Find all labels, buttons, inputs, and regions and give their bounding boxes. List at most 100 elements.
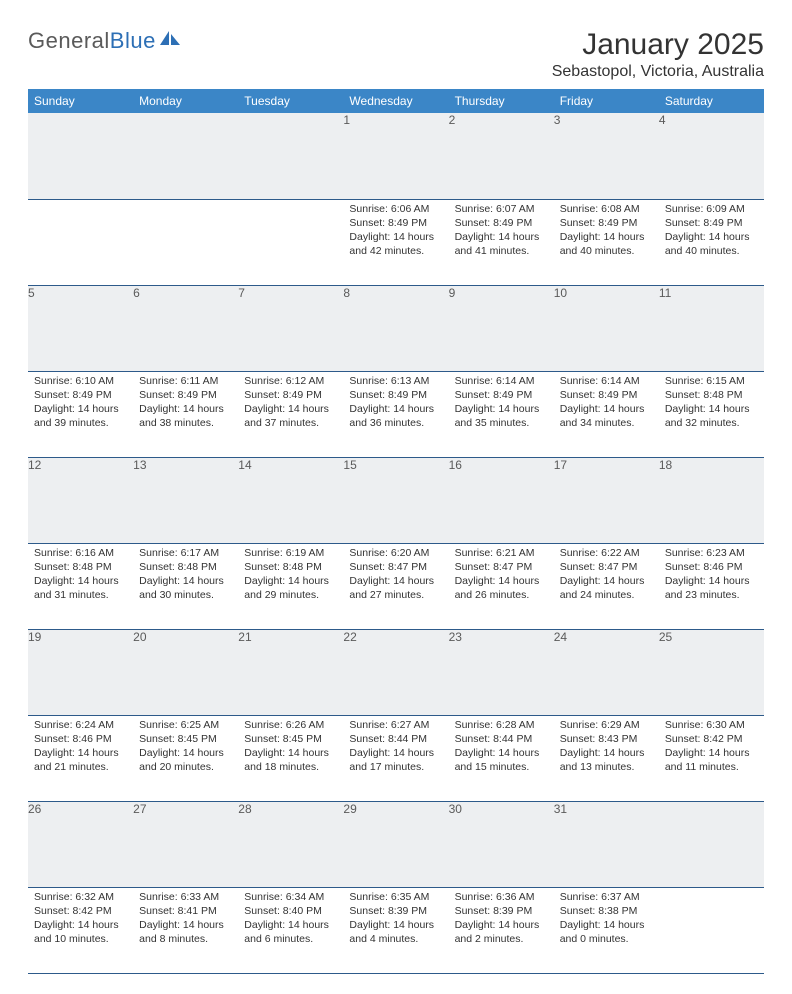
day-details: Sunrise: 6:21 AMSunset: 8:47 PMDaylight:… xyxy=(449,544,554,607)
day-number: 22 xyxy=(343,629,448,715)
day-details: Sunrise: 6:27 AMSunset: 8:44 PMDaylight:… xyxy=(343,716,448,779)
day-cell: Sunrise: 6:12 AMSunset: 8:49 PMDaylight:… xyxy=(238,371,343,457)
day-details: Sunrise: 6:35 AMSunset: 8:39 PMDaylight:… xyxy=(343,888,448,951)
weekday-header: Wednesday xyxy=(343,89,448,113)
day-cell: Sunrise: 6:37 AMSunset: 8:38 PMDaylight:… xyxy=(554,887,659,973)
day-number-row: 12131415161718 xyxy=(28,457,764,543)
week-row: Sunrise: 6:24 AMSunset: 8:46 PMDaylight:… xyxy=(28,715,764,801)
title-block: January 2025 Sebastopol, Victoria, Austr… xyxy=(552,28,764,81)
location-text: Sebastopol, Victoria, Australia xyxy=(552,63,764,81)
day-cell: Sunrise: 6:16 AMSunset: 8:48 PMDaylight:… xyxy=(28,543,133,629)
day-cell: Sunrise: 6:28 AMSunset: 8:44 PMDaylight:… xyxy=(449,715,554,801)
day-number: 26 xyxy=(28,801,133,887)
day-cell: Sunrise: 6:30 AMSunset: 8:42 PMDaylight:… xyxy=(659,715,764,801)
day-details: Sunrise: 6:14 AMSunset: 8:49 PMDaylight:… xyxy=(554,372,659,435)
day-cell: Sunrise: 6:32 AMSunset: 8:42 PMDaylight:… xyxy=(28,887,133,973)
day-number: 15 xyxy=(343,457,448,543)
logo-text-gray: General xyxy=(28,28,110,54)
day-cell: Sunrise: 6:20 AMSunset: 8:47 PMDaylight:… xyxy=(343,543,448,629)
day-details: Sunrise: 6:22 AMSunset: 8:47 PMDaylight:… xyxy=(554,544,659,607)
day-number: 5 xyxy=(28,285,133,371)
day-cell: Sunrise: 6:34 AMSunset: 8:40 PMDaylight:… xyxy=(238,887,343,973)
logo: GeneralBlue xyxy=(28,28,182,54)
day-number: 10 xyxy=(554,285,659,371)
day-details: Sunrise: 6:17 AMSunset: 8:48 PMDaylight:… xyxy=(133,544,238,607)
day-details: Sunrise: 6:15 AMSunset: 8:48 PMDaylight:… xyxy=(659,372,764,435)
day-details: Sunrise: 6:07 AMSunset: 8:49 PMDaylight:… xyxy=(449,200,554,263)
day-details: Sunrise: 6:32 AMSunset: 8:42 PMDaylight:… xyxy=(28,888,133,951)
day-cell: Sunrise: 6:06 AMSunset: 8:49 PMDaylight:… xyxy=(343,199,448,285)
logo-sail-icon xyxy=(158,29,182,47)
day-cell: Sunrise: 6:10 AMSunset: 8:49 PMDaylight:… xyxy=(28,371,133,457)
day-number: 4 xyxy=(659,113,764,199)
day-number: 1 xyxy=(343,113,448,199)
day-number: 24 xyxy=(554,629,659,715)
day-cell: Sunrise: 6:14 AMSunset: 8:49 PMDaylight:… xyxy=(449,371,554,457)
day-number: 18 xyxy=(659,457,764,543)
day-number: 20 xyxy=(133,629,238,715)
day-cell xyxy=(659,887,764,973)
day-number: 6 xyxy=(133,285,238,371)
day-number-row: 19202122232425 xyxy=(28,629,764,715)
day-number-row: 1234 xyxy=(28,113,764,199)
day-number: 29 xyxy=(343,801,448,887)
day-cell: Sunrise: 6:07 AMSunset: 8:49 PMDaylight:… xyxy=(449,199,554,285)
day-details: Sunrise: 6:26 AMSunset: 8:45 PMDaylight:… xyxy=(238,716,343,779)
day-cell: Sunrise: 6:13 AMSunset: 8:49 PMDaylight:… xyxy=(343,371,448,457)
day-number: 9 xyxy=(449,285,554,371)
day-cell: Sunrise: 6:21 AMSunset: 8:47 PMDaylight:… xyxy=(449,543,554,629)
day-number: 13 xyxy=(133,457,238,543)
day-details: Sunrise: 6:12 AMSunset: 8:49 PMDaylight:… xyxy=(238,372,343,435)
day-cell: Sunrise: 6:17 AMSunset: 8:48 PMDaylight:… xyxy=(133,543,238,629)
week-row: Sunrise: 6:16 AMSunset: 8:48 PMDaylight:… xyxy=(28,543,764,629)
month-title: January 2025 xyxy=(552,28,764,61)
logo-text-blue: Blue xyxy=(110,28,156,54)
day-number: 28 xyxy=(238,801,343,887)
day-cell: Sunrise: 6:35 AMSunset: 8:39 PMDaylight:… xyxy=(343,887,448,973)
day-number-row: 567891011 xyxy=(28,285,764,371)
day-cell xyxy=(28,199,133,285)
day-details: Sunrise: 6:20 AMSunset: 8:47 PMDaylight:… xyxy=(343,544,448,607)
day-number xyxy=(238,113,343,199)
day-number: 7 xyxy=(238,285,343,371)
day-number: 31 xyxy=(554,801,659,887)
day-cell: Sunrise: 6:08 AMSunset: 8:49 PMDaylight:… xyxy=(554,199,659,285)
day-number: 12 xyxy=(28,457,133,543)
day-number-row: 262728293031 xyxy=(28,801,764,887)
day-number: 16 xyxy=(449,457,554,543)
day-number: 21 xyxy=(238,629,343,715)
day-details: Sunrise: 6:28 AMSunset: 8:44 PMDaylight:… xyxy=(449,716,554,779)
day-details: Sunrise: 6:30 AMSunset: 8:42 PMDaylight:… xyxy=(659,716,764,779)
day-cell: Sunrise: 6:23 AMSunset: 8:46 PMDaylight:… xyxy=(659,543,764,629)
day-number xyxy=(659,801,764,887)
day-details: Sunrise: 6:24 AMSunset: 8:46 PMDaylight:… xyxy=(28,716,133,779)
day-number: 14 xyxy=(238,457,343,543)
day-number: 17 xyxy=(554,457,659,543)
weekday-header: Saturday xyxy=(659,89,764,113)
day-cell: Sunrise: 6:22 AMSunset: 8:47 PMDaylight:… xyxy=(554,543,659,629)
weekday-header: Friday xyxy=(554,89,659,113)
day-details: Sunrise: 6:06 AMSunset: 8:49 PMDaylight:… xyxy=(343,200,448,263)
day-details: Sunrise: 6:37 AMSunset: 8:38 PMDaylight:… xyxy=(554,888,659,951)
day-details: Sunrise: 6:36 AMSunset: 8:39 PMDaylight:… xyxy=(449,888,554,951)
day-number: 25 xyxy=(659,629,764,715)
calendar-body: 1234Sunrise: 6:06 AMSunset: 8:49 PMDayli… xyxy=(28,113,764,973)
day-details: Sunrise: 6:33 AMSunset: 8:41 PMDaylight:… xyxy=(133,888,238,951)
weekday-header-row: Sunday Monday Tuesday Wednesday Thursday… xyxy=(28,89,764,113)
day-cell: Sunrise: 6:33 AMSunset: 8:41 PMDaylight:… xyxy=(133,887,238,973)
day-cell: Sunrise: 6:29 AMSunset: 8:43 PMDaylight:… xyxy=(554,715,659,801)
day-number: 30 xyxy=(449,801,554,887)
day-details: Sunrise: 6:09 AMSunset: 8:49 PMDaylight:… xyxy=(659,200,764,263)
day-details: Sunrise: 6:08 AMSunset: 8:49 PMDaylight:… xyxy=(554,200,659,263)
day-number: 27 xyxy=(133,801,238,887)
day-cell: Sunrise: 6:25 AMSunset: 8:45 PMDaylight:… xyxy=(133,715,238,801)
day-number: 3 xyxy=(554,113,659,199)
day-number: 2 xyxy=(449,113,554,199)
day-cell: Sunrise: 6:14 AMSunset: 8:49 PMDaylight:… xyxy=(554,371,659,457)
day-number xyxy=(133,113,238,199)
day-details: Sunrise: 6:13 AMSunset: 8:49 PMDaylight:… xyxy=(343,372,448,435)
day-cell: Sunrise: 6:15 AMSunset: 8:48 PMDaylight:… xyxy=(659,371,764,457)
day-details: Sunrise: 6:10 AMSunset: 8:49 PMDaylight:… xyxy=(28,372,133,435)
day-number: 19 xyxy=(28,629,133,715)
weekday-header: Monday xyxy=(133,89,238,113)
